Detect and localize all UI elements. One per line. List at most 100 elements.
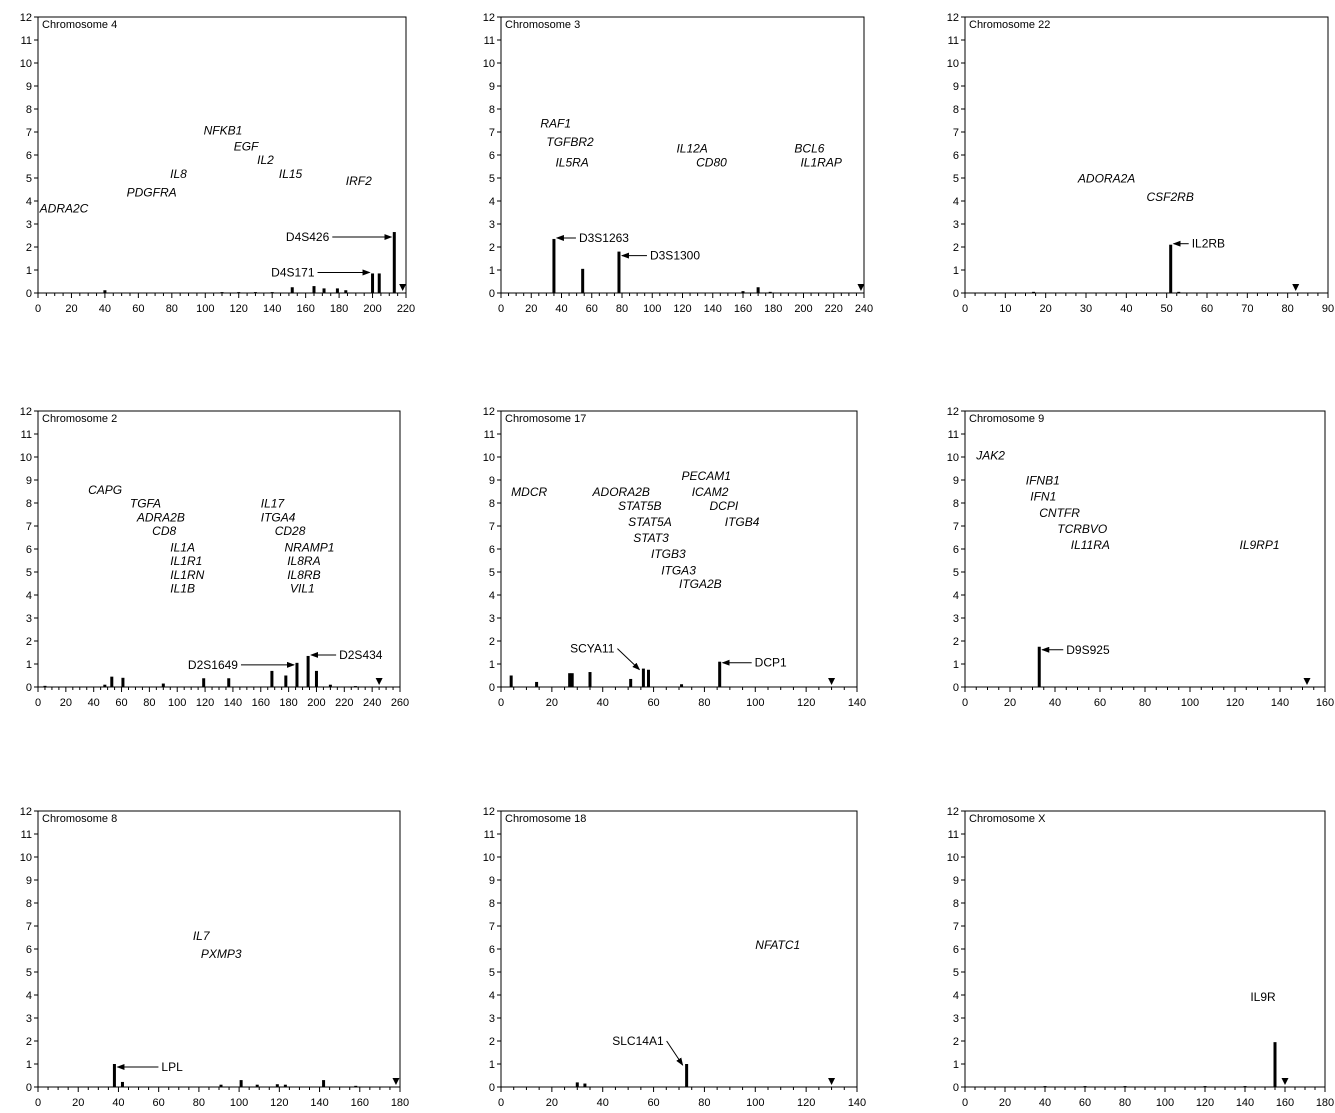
- bar: [120, 1081, 124, 1087]
- gene-label: CNTFR: [1039, 506, 1080, 520]
- chart-title: Chromosome 3: [505, 19, 580, 31]
- bar: [1203, 1086, 1207, 1087]
- y-tick-label: 0: [489, 288, 495, 300]
- x-tick-label: 10: [999, 303, 1011, 315]
- y-tick-label: 11: [484, 429, 495, 441]
- gene-label: IFNB1: [1026, 474, 1060, 488]
- x-tick-label: 60: [153, 1097, 165, 1109]
- gene-label: IL7: [193, 929, 211, 943]
- y-tick-label: 12: [20, 406, 32, 418]
- y-tick-label: 8: [26, 498, 32, 510]
- gene-label: IRF2: [346, 174, 372, 188]
- gene-label: CD8: [152, 524, 176, 538]
- y-tick-label: 11: [484, 35, 495, 47]
- y-tick-label: 1: [953, 1059, 959, 1071]
- y-tick-label: 7: [26, 127, 32, 139]
- y-tick-label: 7: [953, 921, 959, 933]
- bar: [283, 1084, 287, 1087]
- y-tick-label: 1: [489, 265, 495, 277]
- bar: [354, 1085, 358, 1087]
- triangle-marker: [399, 284, 407, 291]
- x-tick-label: 60: [586, 303, 598, 315]
- x-tick-label: 70: [1241, 303, 1253, 315]
- gene-label: ADRA2B: [136, 510, 185, 524]
- y-tick-label: 6: [953, 944, 959, 956]
- bar: [377, 273, 381, 293]
- bar: [680, 684, 684, 687]
- y-tick-label: 11: [21, 35, 32, 47]
- x-tick-label: 40: [112, 1097, 124, 1109]
- y-tick-label: 9: [26, 875, 32, 887]
- y-tick-label: 12: [20, 12, 32, 24]
- chart-title: Chromosome 22: [969, 19, 1050, 31]
- y-tick-label: 4: [489, 196, 495, 208]
- y-tick-label: 2: [489, 1036, 495, 1048]
- y-tick-label: 12: [947, 406, 959, 418]
- triangle-marker: [1281, 1078, 1289, 1085]
- y-tick-label: 6: [953, 544, 959, 556]
- gene-label: CD80: [696, 156, 727, 170]
- x-tick-label: 80: [698, 1097, 710, 1109]
- marker-label: D4S171: [271, 265, 315, 279]
- x-tick-label: 40: [88, 697, 100, 709]
- x-tick-label: 60: [1094, 697, 1106, 709]
- bar: [768, 291, 772, 293]
- x-tick-label: 20: [1040, 303, 1052, 315]
- bar: [255, 1084, 259, 1087]
- x-tick-label: 40: [1039, 1097, 1051, 1109]
- x-tick-label: 140: [848, 1097, 866, 1109]
- x-tick-label: 20: [546, 697, 558, 709]
- bar: [588, 672, 592, 687]
- bar: [718, 661, 722, 687]
- bar: [219, 1084, 223, 1087]
- x-tick-label: 120: [797, 697, 815, 709]
- chart-title: Chromosome 4: [42, 19, 117, 31]
- y-tick-label: 5: [26, 967, 32, 979]
- y-tick-label: 4: [26, 590, 32, 602]
- x-tick-label: 20: [1004, 697, 1016, 709]
- y-tick-label: 9: [953, 475, 959, 487]
- bar: [1123, 1086, 1127, 1087]
- gene-label: IL2: [257, 153, 274, 167]
- y-tick-label: 3: [489, 1013, 495, 1025]
- bar: [641, 668, 645, 687]
- y-tick-label: 12: [483, 406, 495, 418]
- triangle-marker: [857, 284, 865, 291]
- gene-label: IL8RB: [287, 568, 320, 582]
- y-tick-label: 5: [489, 173, 495, 185]
- y-tick-label: 3: [489, 613, 495, 625]
- y-tick-label: 9: [489, 475, 495, 487]
- gene-label: NFKB1: [204, 123, 243, 137]
- x-tick-label: 20: [525, 303, 537, 315]
- gene-label: NRAMP1: [284, 540, 334, 554]
- y-tick-label: 5: [26, 173, 32, 185]
- bar: [1032, 291, 1036, 293]
- x-tick-label: 0: [498, 303, 504, 315]
- x-tick-label: 60: [1079, 1097, 1091, 1109]
- y-tick-label: 1: [26, 265, 32, 277]
- y-tick-label: 8: [489, 104, 495, 116]
- gene-label: ITGB3: [651, 547, 686, 561]
- triangle-marker: [375, 678, 383, 685]
- bar: [371, 273, 375, 293]
- x-tick-label: 0: [35, 303, 41, 315]
- y-tick-label: 3: [26, 219, 32, 231]
- bar: [1273, 1042, 1277, 1087]
- plot-frame: [37, 16, 407, 294]
- gene-label: ICAM2: [692, 485, 729, 499]
- bar: [161, 683, 165, 687]
- gene-label: IL1A: [170, 540, 195, 554]
- y-tick-label: 7: [953, 127, 959, 139]
- y-tick-label: 1: [26, 1059, 32, 1071]
- y-tick-label: 11: [948, 429, 959, 441]
- y-tick-label: 1: [953, 659, 959, 671]
- x-tick-label: 120: [270, 1097, 288, 1109]
- bar: [646, 669, 650, 687]
- x-tick-label: 200: [307, 697, 325, 709]
- x-tick-label: 180: [391, 1097, 409, 1109]
- marker-label: DCP1: [755, 656, 787, 670]
- bar: [568, 673, 572, 687]
